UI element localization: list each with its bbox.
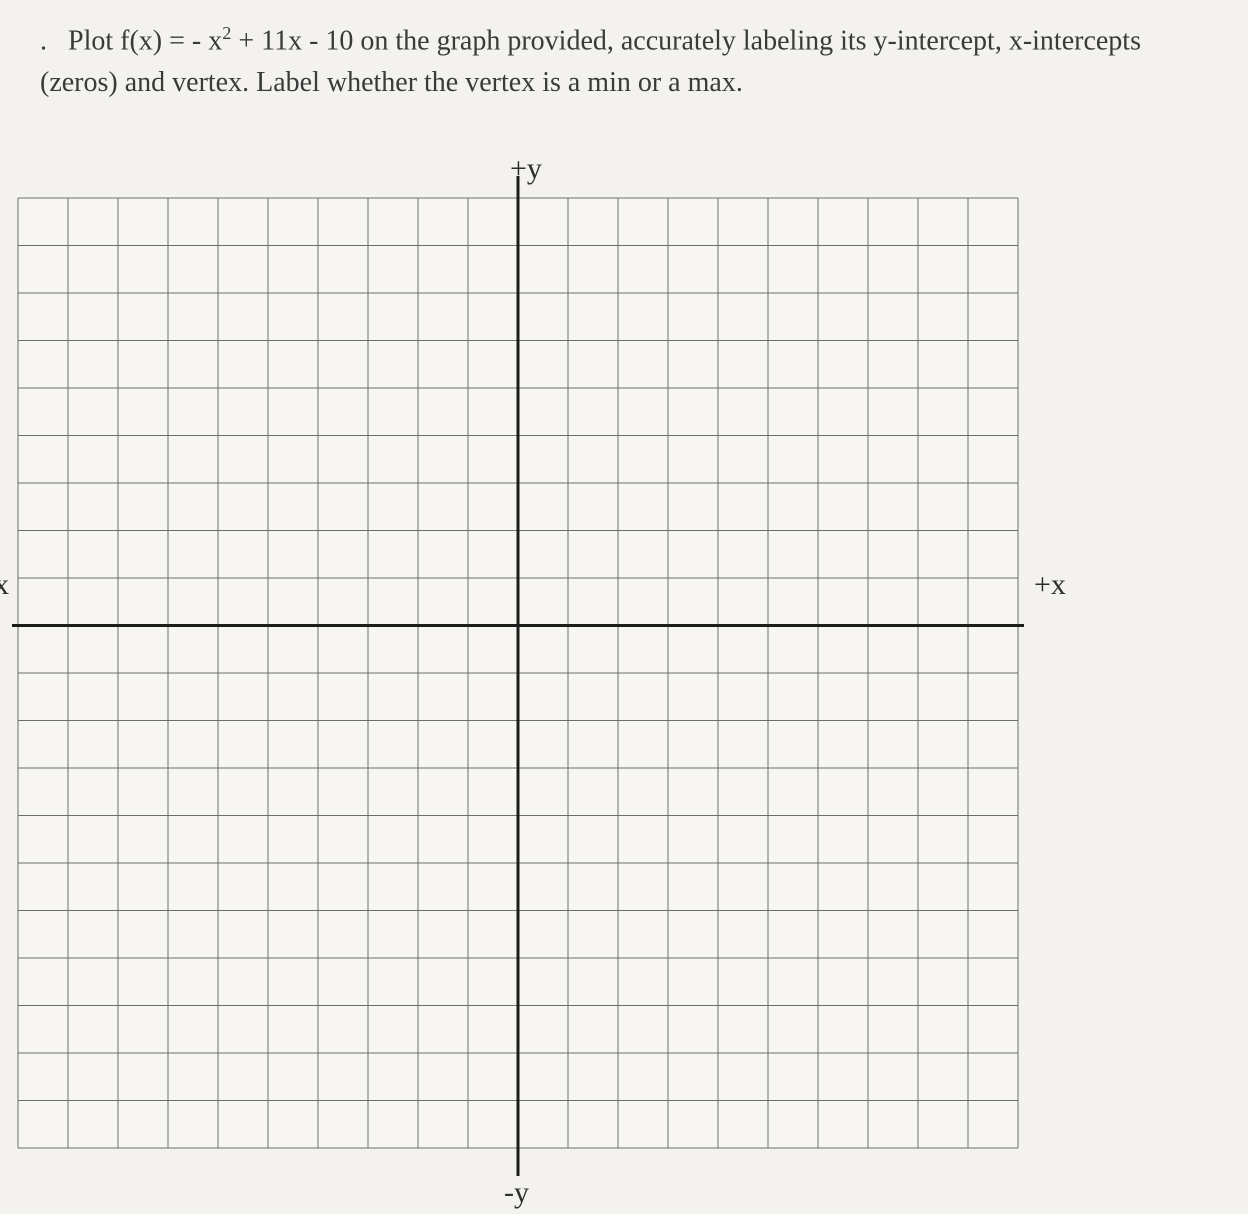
problem-line1-b: + 11x - 10 on the graph provided, accura… <box>231 25 1141 56</box>
problem-text: . Plot f(x) = - x2 + 11x - 10 on the gra… <box>40 20 1168 104</box>
axis-label-pos-y: +y <box>510 152 542 186</box>
squared-exponent: 2 <box>222 23 231 43</box>
axis-label-neg-y: -y <box>504 1176 529 1210</box>
worksheet-page: . Plot f(x) = - x2 + 11x - 10 on the gra… <box>0 0 1248 1214</box>
cartesian-grid <box>18 198 1018 1148</box>
axis-label-neg-x: x <box>0 568 9 602</box>
axis-label-pos-x: +x <box>1034 568 1066 602</box>
bullet: . <box>40 25 47 56</box>
problem-line2: (zeros) and vertex. Label whether the ve… <box>40 67 743 98</box>
problem-line1-a: Plot f(x) = - x <box>68 25 222 56</box>
